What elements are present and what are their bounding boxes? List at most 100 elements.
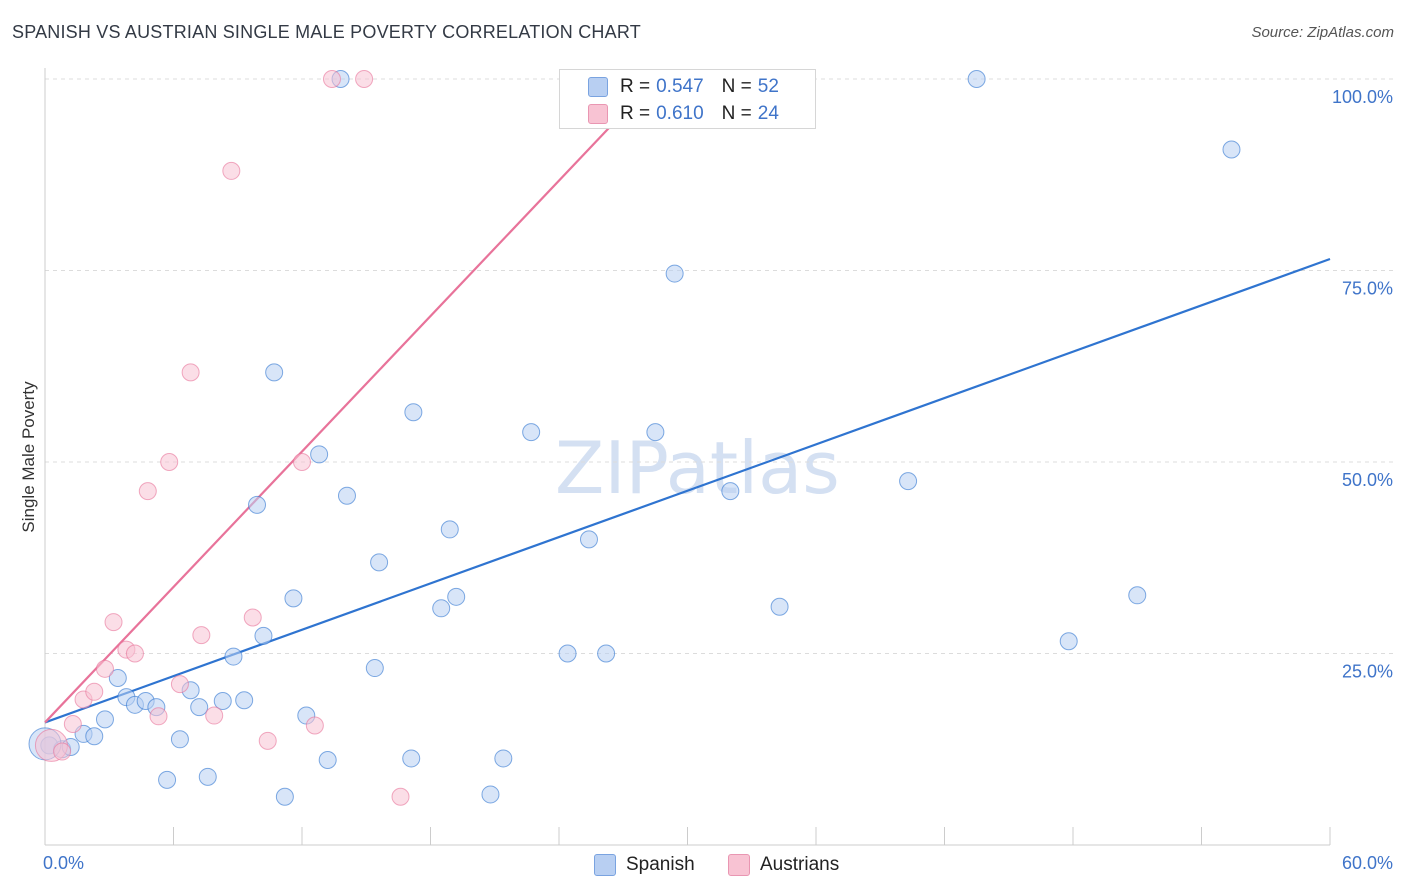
point-spanish	[402, 749, 421, 768]
point-austrians	[192, 626, 211, 645]
point-spanish	[770, 597, 789, 616]
axes	[44, 68, 1331, 846]
point-austrians	[85, 682, 104, 701]
point-austrians	[322, 70, 341, 88]
point-spanish	[447, 587, 466, 606]
point-spanish	[522, 423, 541, 442]
legend-label-austrians: Austrians	[760, 854, 840, 875]
legend-item-austrians[interactable]: Austrians	[728, 852, 839, 878]
point-spanish	[481, 785, 500, 804]
legend-swatch-spanish	[594, 854, 616, 876]
y-tick-label: 25.0%	[1342, 662, 1393, 682]
trendline-austrians	[44, 78, 657, 724]
legend-n-value: 52	[757, 76, 779, 97]
trendline-spanish	[44, 257, 1331, 724]
point-austrians	[149, 707, 168, 726]
x-tick-label-min: 0.0%	[43, 853, 84, 873]
point-spanish	[310, 445, 329, 464]
point-spanish	[494, 749, 513, 768]
point-spanish	[1222, 140, 1241, 159]
point-spanish	[440, 520, 459, 539]
point-spanish	[365, 659, 384, 678]
legend-n-label: N =	[721, 76, 752, 97]
point-austrians	[205, 706, 224, 725]
point-spanish	[404, 403, 423, 422]
point-spanish	[284, 589, 303, 608]
point-spanish	[665, 264, 684, 283]
legend-r-value: 0.610	[656, 103, 704, 124]
point-austrians	[138, 482, 157, 501]
y-axis-label: Single Male Poverty	[19, 381, 38, 533]
legend-n-value: 24	[757, 103, 779, 124]
grid-lines	[45, 78, 1393, 654]
point-austrians	[258, 731, 277, 750]
point-spanish	[224, 647, 243, 666]
point-spanish	[721, 482, 740, 501]
point-spanish	[248, 495, 267, 514]
chart-source: Source: ZipAtlas.com	[1251, 24, 1394, 41]
legend-row-austrians: R = 0.610 N = 24	[588, 101, 779, 127]
point-spanish	[899, 472, 918, 491]
point-spanish	[597, 644, 616, 663]
watermark-main: ZIP	[555, 426, 666, 510]
legend-swatch-austrians	[728, 854, 750, 876]
point-austrians	[104, 613, 123, 632]
y-tick-label: 75.0%	[1342, 279, 1393, 299]
point-spanish	[190, 698, 209, 717]
point-austrians	[305, 716, 324, 735]
point-spanish	[646, 423, 665, 442]
point-austrians	[293, 453, 311, 471]
axis-labels: 25.0% 50.0% 75.0% 100.0% 0.0% 60.0% Single Mal…	[19, 87, 1393, 873]
point-spanish	[1059, 632, 1078, 651]
point-spanish	[158, 770, 177, 789]
point-austrians	[355, 70, 374, 88]
point-spanish	[170, 730, 189, 749]
point-austrians	[95, 659, 114, 678]
legend-correlation-box: R = 0.547 N = 52 R = 0.610 N = 24	[559, 69, 816, 129]
data-points	[28, 70, 1241, 806]
point-spanish	[265, 363, 284, 382]
point-austrians	[391, 787, 410, 806]
point-spanish	[235, 691, 254, 710]
legend-r-label: R =	[620, 103, 651, 124]
legend-series: Spanish Austrians	[0, 852, 1406, 878]
watermark-logo: ZIPatlas	[555, 400, 840, 517]
point-austrians	[125, 644, 144, 663]
legend-r-value: 0.547	[656, 76, 704, 97]
point-spanish	[337, 486, 356, 505]
legend-r-label: R =	[620, 76, 651, 97]
point-austrians	[170, 675, 189, 694]
point-spanish	[1128, 586, 1147, 605]
point-spanish	[275, 787, 294, 806]
point-austrians	[243, 608, 262, 627]
point-austrians	[181, 363, 200, 382]
point-austrians	[63, 714, 82, 733]
trend-lines	[44, 78, 1331, 724]
legend-n-label: N =	[721, 103, 752, 124]
y-tick-label: 50.0%	[1342, 470, 1393, 490]
point-spanish	[254, 626, 273, 645]
point-spanish	[558, 644, 577, 663]
point-spanish	[108, 669, 127, 688]
point-spanish	[432, 599, 451, 618]
point-spanish	[579, 530, 598, 549]
point-spanish	[318, 750, 337, 769]
chart-title: SPANISH VS AUSTRIAN SINGLE MALE POVERTY …	[12, 22, 641, 42]
point-spanish	[95, 710, 114, 729]
legend-swatch-austrians	[588, 104, 608, 124]
point-spanish	[213, 691, 232, 710]
point-spanish	[967, 70, 986, 88]
legend-label-spanish: Spanish	[626, 854, 695, 875]
point-spanish	[370, 553, 389, 572]
y-tick-label: 100.0%	[1332, 87, 1393, 107]
point-austrians	[222, 161, 241, 180]
legend-swatch-spanish	[588, 77, 608, 97]
legend-row-spanish: R = 0.547 N = 52	[588, 74, 779, 100]
point-spanish	[198, 767, 217, 786]
point-austrians	[53, 742, 72, 761]
legend-item-spanish[interactable]: Spanish	[594, 852, 695, 878]
point-austrians	[160, 453, 179, 471]
x-tick-label-max: 60.0%	[1342, 853, 1393, 873]
point-spanish	[85, 727, 104, 746]
